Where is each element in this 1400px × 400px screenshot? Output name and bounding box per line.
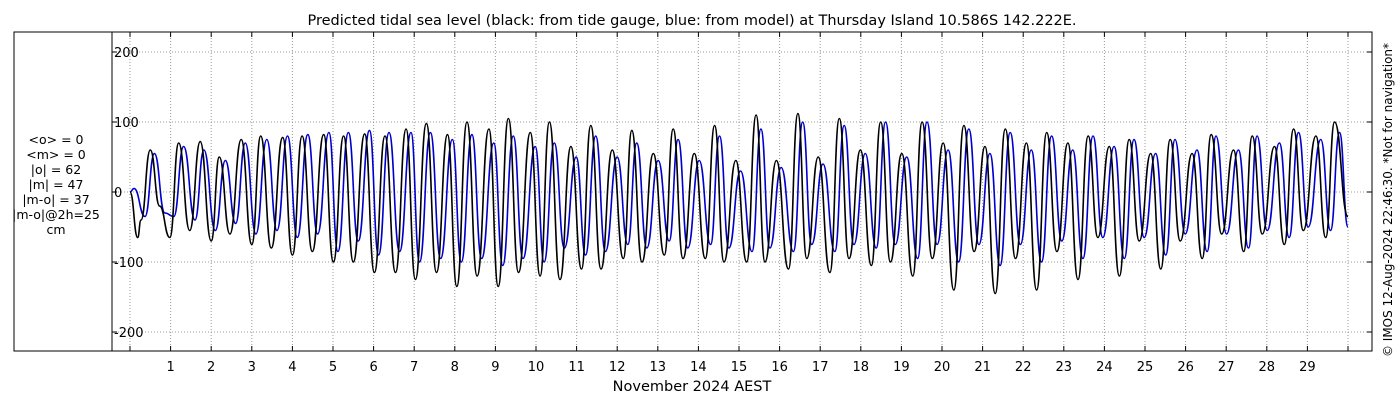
x-tick-label: 29 xyxy=(1299,360,1316,375)
x-tick-label: 20 xyxy=(934,360,951,375)
x-tick-label: 22 xyxy=(1015,360,1032,375)
statistics-panel: <o> = 0 <m> = 0 |o| = 62 |m| = 47 |m-o| … xyxy=(0,132,112,237)
x-tick-label: 9 xyxy=(491,360,499,375)
x-tick-label: 27 xyxy=(1218,360,1235,375)
y-tick-label: -100 xyxy=(114,256,144,271)
y-tick-label: 100 xyxy=(114,116,139,131)
x-tick-label: 25 xyxy=(1137,360,1154,375)
model-line xyxy=(129,121,1349,267)
grid-lines xyxy=(112,32,1372,351)
x-tick-label: 23 xyxy=(1056,360,1073,375)
x-tick-label: 8 xyxy=(451,360,459,375)
x-tick-label: 21 xyxy=(974,360,991,375)
y-tick-label: 0 xyxy=(114,186,122,201)
abs-diff-2h-stat: |m-o|@2h=25 xyxy=(12,207,100,222)
x-tick-label: 2 xyxy=(207,360,215,375)
x-tick-label: 11 xyxy=(568,360,585,375)
x-tick-label: 28 xyxy=(1259,360,1276,375)
x-tick-label: 15 xyxy=(731,360,748,375)
series-lines xyxy=(129,112,1349,295)
x-tick-label: 24 xyxy=(1096,360,1113,375)
x-tick-label: 26 xyxy=(1177,360,1194,375)
x-tick-label: 1 xyxy=(166,360,174,375)
credit-text: © IMOS 12-Aug-2024 22:46:30. *Not for na… xyxy=(1381,43,1395,357)
x-tick-label: 5 xyxy=(329,360,337,375)
stats-unit: cm xyxy=(46,222,66,237)
x-tick-label: 4 xyxy=(288,360,296,375)
mean-obs-stat: <o> = 0 xyxy=(28,132,84,147)
x-tick-label: 10 xyxy=(528,360,545,375)
x-tick-label: 7 xyxy=(410,360,418,375)
mean-model-stat: <m> = 0 xyxy=(26,147,86,162)
chart-title: Predicted tidal sea level (black: from t… xyxy=(307,13,1076,29)
tide-gauge-line xyxy=(129,112,1349,295)
abs-diff-stat: |m-o| = 37 xyxy=(22,192,90,207)
x-axis: 1 2 3 4 5 6 7 8 9 10 11 12 13 14 15 16 17 18 19 20 21 22 23 24 2… xyxy=(129,32,1349,375)
y-axis: 200 100 0 -100 -200 xyxy=(112,46,1372,341)
abs-model-stat: |m| = 47 xyxy=(28,177,84,192)
x-tick-label: 3 xyxy=(248,360,256,375)
x-tick-label: 17 xyxy=(812,360,829,375)
x-tick-label: 18 xyxy=(853,360,870,375)
x-tick-label: 16 xyxy=(771,360,788,375)
x-tick-label: 14 xyxy=(690,360,707,375)
y-tick-label: 200 xyxy=(114,46,139,61)
x-tick-label: 13 xyxy=(650,360,667,375)
x-tick-label: 12 xyxy=(609,360,626,375)
x-tick-label: 6 xyxy=(369,360,377,375)
x-tick-label: 19 xyxy=(893,360,910,375)
abs-obs-stat: |o| = 62 xyxy=(30,162,82,177)
y-tick-label: -200 xyxy=(114,326,144,341)
x-axis-label: November 2024 AEST xyxy=(613,379,772,395)
